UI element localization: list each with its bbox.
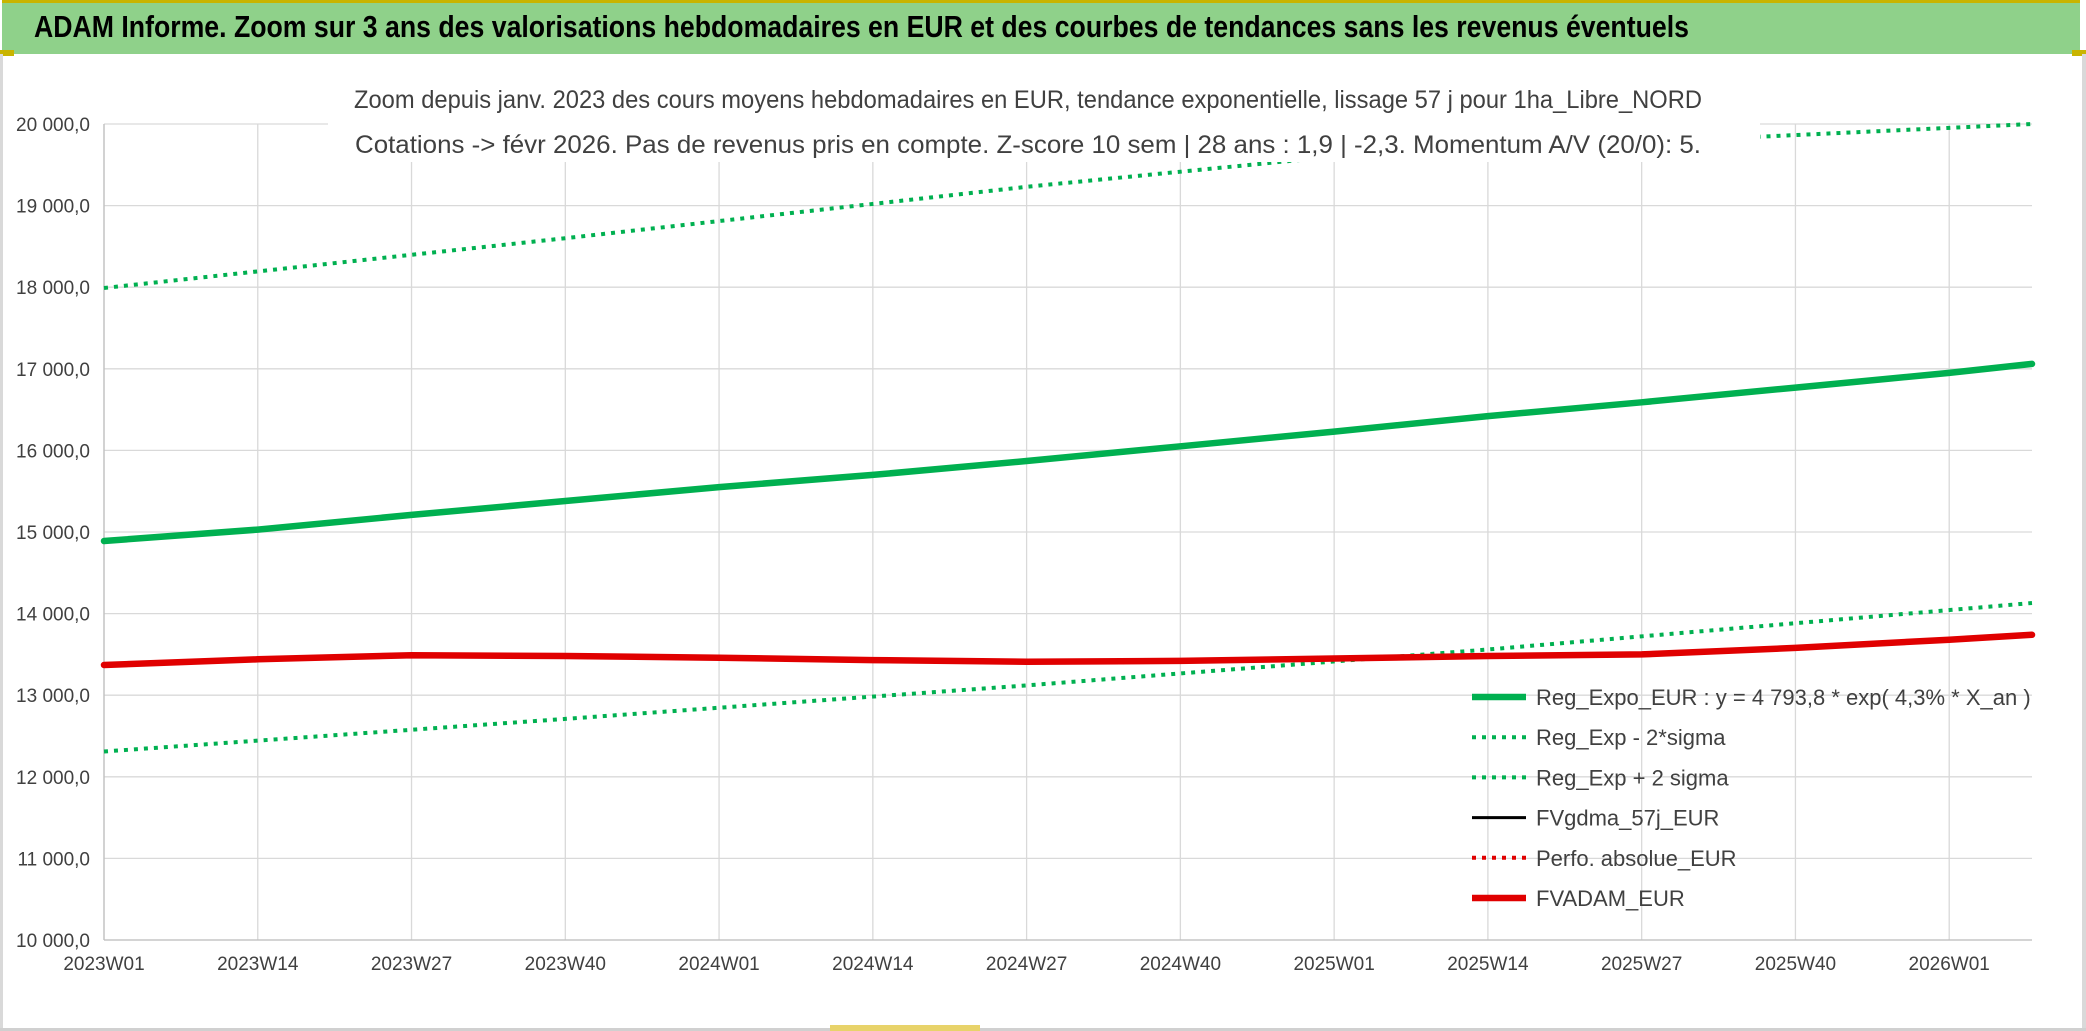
series-line-0 (100, 360, 2036, 545)
y-tick-label-8: 18 000,0 (16, 278, 90, 299)
subtitle-background (328, 70, 1760, 162)
frame-bottom-mark (830, 1025, 980, 1031)
y-tick-label-7: 17 000,0 (16, 360, 90, 381)
chart-subtitle-line2: Cotations -> févr 2026. Pas de revenus p… (355, 131, 1701, 159)
x-tick-label-12: 2026W01 (1909, 954, 1990, 975)
legend: Reg_Expo_EUR : y = 4 793,8 * exp( 4,3% *… (1472, 685, 2031, 911)
y-tick-label-6: 16 000,0 (16, 441, 90, 462)
chart-subtitle-line1: Zoom depuis janv. 2023 des cours moyens … (354, 86, 1702, 114)
frame-right-edge (2082, 54, 2086, 1028)
series-line-5 (100, 631, 2036, 669)
banner-corner-left (0, 50, 14, 56)
x-tick-label-6: 2024W27 (986, 954, 1067, 975)
y-tick-label-3: 13 000,0 (16, 686, 90, 707)
x-axis-ticks: 2023W01 2023W14 2023W27 2023W40 2024W01 2024W… (63, 954, 1990, 975)
y-tick-label-1: 11 000,0 (17, 849, 90, 870)
banner-corner-right (2072, 50, 2086, 56)
x-tick-label-8: 2025W01 (1293, 954, 1374, 975)
y-tick-label-5: 15 000,0 (16, 523, 90, 544)
y-axis-ticks: 10 000,0 11 000,0 12 000,0 13 000,0 14 000,0… (16, 115, 90, 952)
y-tick-label-4: 14 000,0 (16, 605, 90, 626)
x-tick-label-3: 2023W40 (525, 954, 606, 975)
x-tick-label-10: 2025W27 (1601, 954, 1682, 975)
legend-label-3: FVgdma_57j_EUR (1536, 806, 1719, 831)
legend-label-5: FVADAM_EUR (1536, 886, 1685, 911)
legend-label-1: Reg_Exp - 2*sigma (1536, 725, 1726, 750)
chart-title: ADAM Informe. Zoom sur 3 ans des valoris… (34, 9, 1689, 44)
grid-lines (103, 123, 2032, 941)
series-layer (100, 122, 2036, 754)
legend-label-4: Perfo. absolue_EUR (1536, 846, 1737, 871)
y-tick-label-0: 10 000,0 (16, 931, 90, 952)
frame-left-edge (0, 54, 3, 1028)
y-tick-label-2: 12 000,0 (16, 768, 90, 789)
series-line-1 (103, 601, 2033, 754)
x-tick-label-0: 2023W01 (63, 954, 144, 975)
y-tick-label-9: 19 000,0 (16, 197, 90, 218)
x-tick-label-7: 2024W40 (1140, 954, 1221, 975)
title-banner: ADAM Informe. Zoom sur 3 ans des valoris… (2, 0, 2080, 54)
legend-label-2: Reg_Exp + 2 sigma (1536, 765, 1729, 790)
x-tick-label-5: 2024W14 (832, 954, 914, 975)
x-tick-label-11: 2025W40 (1755, 954, 1836, 975)
x-tick-label-1: 2023W14 (217, 954, 299, 975)
x-tick-label-9: 2025W14 (1447, 954, 1529, 975)
legend-label-0: Reg_Expo_EUR : y = 4 793,8 * exp( 4,3% *… (1536, 685, 2031, 710)
y-tick-label-10: 20 000,0 (16, 115, 90, 136)
x-tick-label-4: 2024W01 (678, 954, 759, 975)
x-tick-label-2: 2023W27 (371, 954, 452, 975)
